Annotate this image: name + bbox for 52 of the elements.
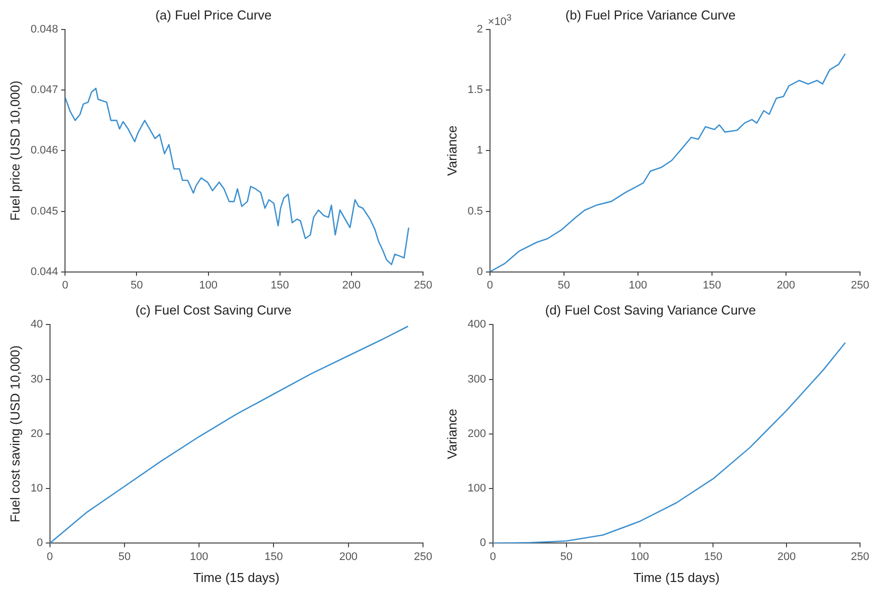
y-tick-label: 0: [476, 266, 483, 278]
y-tick-label: 20: [30, 428, 43, 440]
y-tick-label: 30: [30, 373, 43, 386]
x-tick-label: 50: [558, 279, 570, 292]
x-tick-label: 50: [130, 279, 143, 292]
y-tick-label: 100: [468, 482, 486, 495]
x-tick-label: 150: [264, 550, 283, 563]
y-tick-label: 0.044: [30, 266, 58, 278]
y-axis-title: Variance: [444, 408, 460, 460]
y-tick-label: 0: [480, 537, 486, 550]
x-axis-title: Time (15 days): [193, 570, 280, 585]
y-tick-label: 0.046: [30, 144, 58, 157]
y-tick-label: 10: [30, 482, 43, 495]
x-tick-label: 250: [414, 279, 432, 292]
y-tick-label: 2: [476, 24, 483, 36]
x-tick-label: 0: [62, 279, 68, 292]
y-tick-label: 300: [468, 373, 486, 386]
x-tick-label: 250: [414, 550, 432, 563]
y-tick-label: 0.048: [30, 24, 58, 36]
x-tick-label: 150: [270, 279, 290, 292]
y-axis-title: Fuel price (USD 10,000): [7, 80, 22, 221]
x-tick-label: 100: [199, 279, 218, 292]
x-tick-label: 150: [702, 279, 722, 292]
y-tick-label: 400: [468, 318, 486, 331]
x-tick-label: 250: [850, 550, 870, 563]
x-tick-label: 100: [628, 279, 648, 292]
x-tick-label: 100: [630, 550, 649, 563]
chart-title: (b) Fuel Price Variance Curve: [565, 7, 736, 22]
x-tick-label: 100: [190, 550, 208, 563]
x-tick-label: 200: [776, 279, 796, 292]
y-tick-label: 0: [36, 537, 43, 550]
y-tick-label: 1.5: [468, 84, 483, 96]
y-tick-label: 0.045: [30, 205, 58, 218]
y-axis-title: Variance: [444, 126, 460, 176]
x-tick-label: 50: [118, 550, 131, 563]
y-tick-label: 1: [476, 144, 483, 157]
chart-title: (d) Fuel Cost Saving Variance Curve: [545, 302, 756, 318]
chart-title: (c) Fuel Cost Saving Curve: [135, 302, 292, 318]
y-tick-label: 40: [30, 318, 43, 331]
x-tick-label: 200: [342, 279, 361, 292]
x-tick-label: 150: [704, 550, 722, 563]
x-tick-label: 50: [560, 550, 572, 563]
y-tick-label: 0.047: [30, 84, 58, 96]
y-tick-label: 200: [468, 428, 486, 440]
x-tick-label: 250: [850, 279, 870, 292]
x-tick-label: 200: [777, 550, 796, 563]
x-tick-label: 0: [490, 550, 496, 563]
y-tick-label: 0.5: [468, 205, 483, 218]
x-tick-label: 200: [339, 550, 358, 563]
chart-title: (a) Fuel Price Curve: [155, 7, 272, 22]
x-axis-title: Time (15 days): [633, 570, 720, 585]
y-axis-title: Fuel cost saving (USD 10,000): [7, 345, 22, 522]
